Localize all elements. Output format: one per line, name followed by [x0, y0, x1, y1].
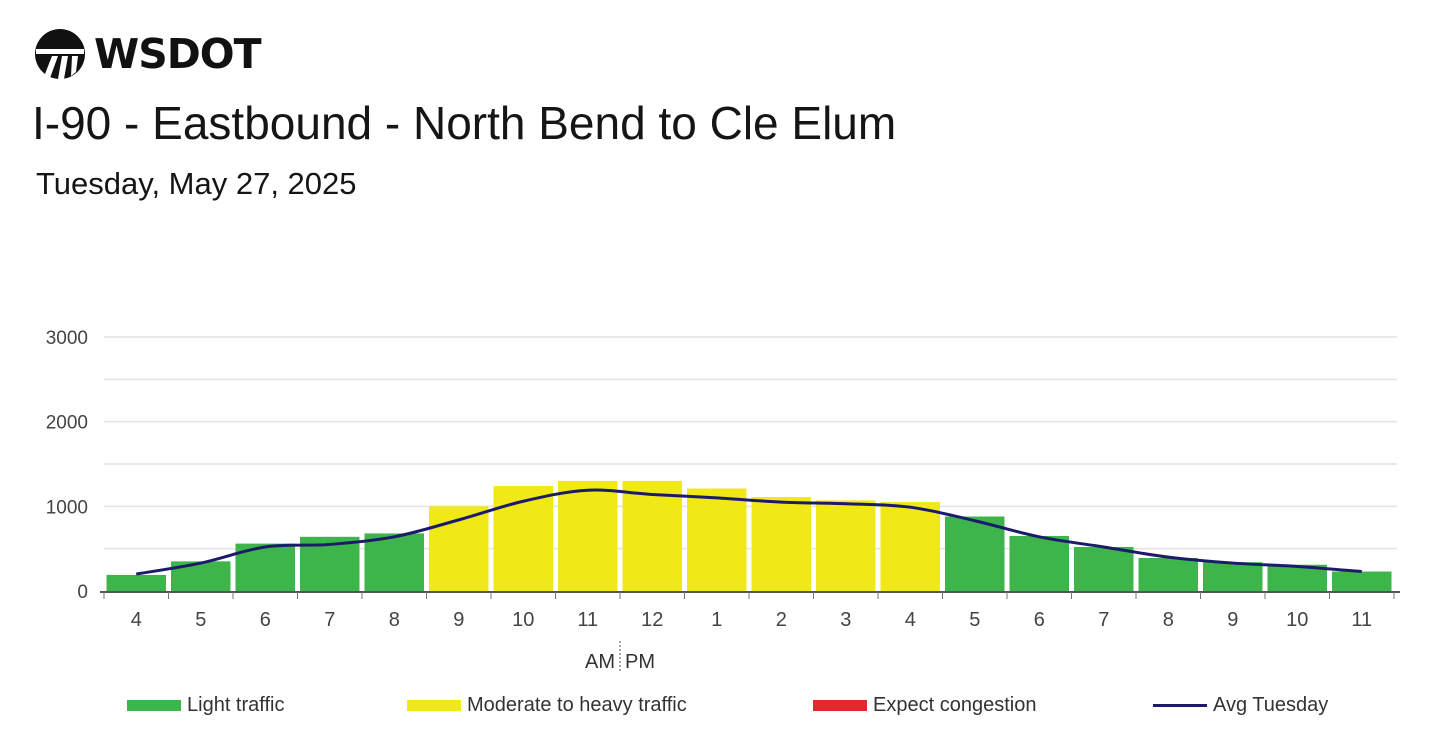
x-tick-label: 6	[260, 609, 271, 631]
traffic-bar	[880, 502, 940, 591]
y-tick-label: 3000	[46, 328, 88, 349]
x-tick-label: 11	[577, 609, 598, 631]
x-tick-label: 12	[641, 609, 663, 631]
traffic-bar	[751, 497, 811, 591]
x-tick-label: 5	[969, 609, 980, 631]
x-tick-label: 4	[131, 609, 142, 631]
traffic-bar	[106, 574, 166, 591]
legend-label-light: Light traffic	[187, 693, 285, 716]
x-tick-label: 1	[711, 609, 722, 631]
traffic-bar	[1332, 571, 1392, 591]
x-tick-label: 9	[453, 609, 464, 631]
traffic-bar	[364, 533, 424, 591]
legend-swatch-avg	[1153, 703, 1207, 707]
legend-item-congestion: Expect congestion	[813, 690, 1036, 720]
traffic-bar	[816, 500, 876, 591]
x-tick-label: 8	[389, 609, 400, 631]
x-tick-label: 10	[512, 609, 534, 631]
legend-item-avg: Avg Tuesday	[1153, 690, 1328, 720]
legend-label-avg: Avg Tuesday	[1213, 693, 1329, 716]
x-tick-label: 10	[1286, 609, 1308, 631]
x-tick-label: 6	[1034, 609, 1045, 631]
wsdot-logo-icon	[35, 29, 85, 79]
x-tick-label: 3	[840, 609, 851, 631]
x-tick-label: 4	[905, 609, 916, 631]
legend-item-moderate: Moderate to heavy traffic	[407, 690, 687, 720]
x-tick-label: 7	[324, 609, 335, 631]
avg-tuesday-line	[135, 488, 1362, 576]
logo-text: WSDOT	[94, 30, 262, 78]
x-tick-label: 8	[1163, 609, 1174, 631]
legend-label-congestion: Expect congestion	[873, 693, 1037, 716]
chart-legend: Light traffic Moderate to heavy traffic …	[0, 690, 1440, 720]
am-label: AM	[585, 651, 615, 673]
x-tick-label: 5	[195, 609, 206, 631]
x-tick-label: 7	[1098, 609, 1109, 631]
pm-label: PM	[625, 651, 655, 673]
traffic-bar	[945, 516, 1005, 591]
traffic-bar	[687, 488, 747, 591]
legend-swatch-congestion	[813, 699, 867, 711]
traffic-bar	[622, 480, 682, 591]
x-tick-label: 11	[1351, 609, 1372, 631]
page-subtitle: Tuesday, May 27, 2025	[36, 166, 357, 201]
x-tick-label: 2	[776, 609, 787, 631]
y-tick-label: 1000	[46, 497, 88, 518]
legend-item-light: Light traffic	[127, 690, 284, 720]
traffic-bar	[558, 480, 618, 591]
y-tick-label: 2000	[46, 413, 88, 434]
page-title: I-90 - Eastbound - North Bend to Cle Elu…	[32, 97, 897, 149]
x-tick-label: 9	[1227, 609, 1238, 631]
traffic-bar	[1074, 546, 1134, 591]
legend-swatch-light	[127, 699, 181, 711]
traffic-bar	[1009, 535, 1069, 591]
y-tick-label: 0	[77, 582, 88, 603]
traffic-bar	[493, 486, 553, 591]
legend-swatch-moderate	[407, 699, 461, 711]
traffic-bar	[1138, 557, 1198, 591]
wsdot-logo: WSDOT	[34, 26, 262, 82]
legend-label-moderate: Moderate to heavy traffic	[467, 693, 687, 716]
traffic-bar	[1203, 562, 1263, 591]
